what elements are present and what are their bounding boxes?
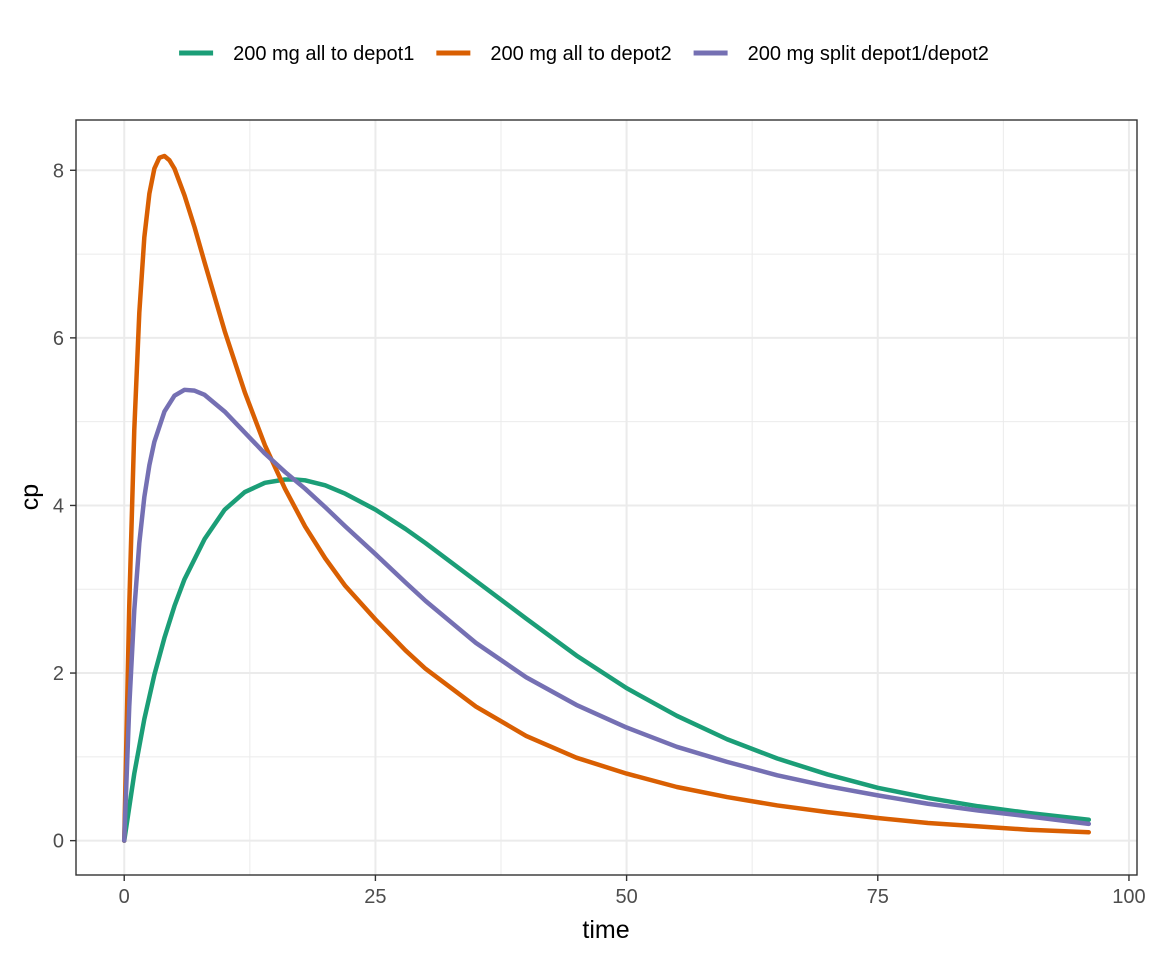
x-tick-label: 25 (364, 886, 386, 908)
series-line-1 (121, 477, 1092, 843)
x-tick-label: 100 (1112, 886, 1145, 908)
y-axis: 0 2 4 6 8 (53, 160, 76, 853)
grid-minor (76, 120, 1137, 875)
x-axis: 0 25 50 75 100 (119, 875, 1146, 908)
series-line-3 (121, 387, 1092, 843)
y-tick-label: 4 (53, 495, 64, 517)
plot-panel-border (75, 119, 1138, 876)
x-axis-title: time (582, 916, 629, 944)
legend-label-2: 200 mg all to depot2 (490, 43, 671, 65)
y-tick-label: 0 (53, 831, 64, 853)
grid-major (76, 120, 1137, 875)
series-line-2 (121, 153, 1092, 843)
y-axis-title: cp (16, 484, 44, 510)
legend-label-3: 200 mg split depot1/depot2 (748, 43, 989, 65)
legend: 200 mg all to depot1 200 mg all to depot2… (179, 43, 989, 65)
y-tick-label: 8 (53, 160, 64, 182)
series-layer (121, 153, 1092, 843)
y-tick-label: 6 (53, 328, 64, 350)
x-tick-label: 50 (615, 886, 637, 908)
y-tick-label: 2 (53, 663, 64, 685)
legend-label-1: 200 mg all to depot1 (233, 43, 414, 65)
legend-item-1: 200 mg all to depot1 (179, 43, 414, 65)
x-tick-label: 0 (119, 886, 130, 908)
plot-panel-background (76, 120, 1137, 875)
legend-item-2: 200 mg all to depot2 (436, 43, 672, 65)
x-tick-label: 75 (867, 886, 889, 908)
legend-item-3: 200 mg split depot1/depot2 (693, 43, 989, 65)
